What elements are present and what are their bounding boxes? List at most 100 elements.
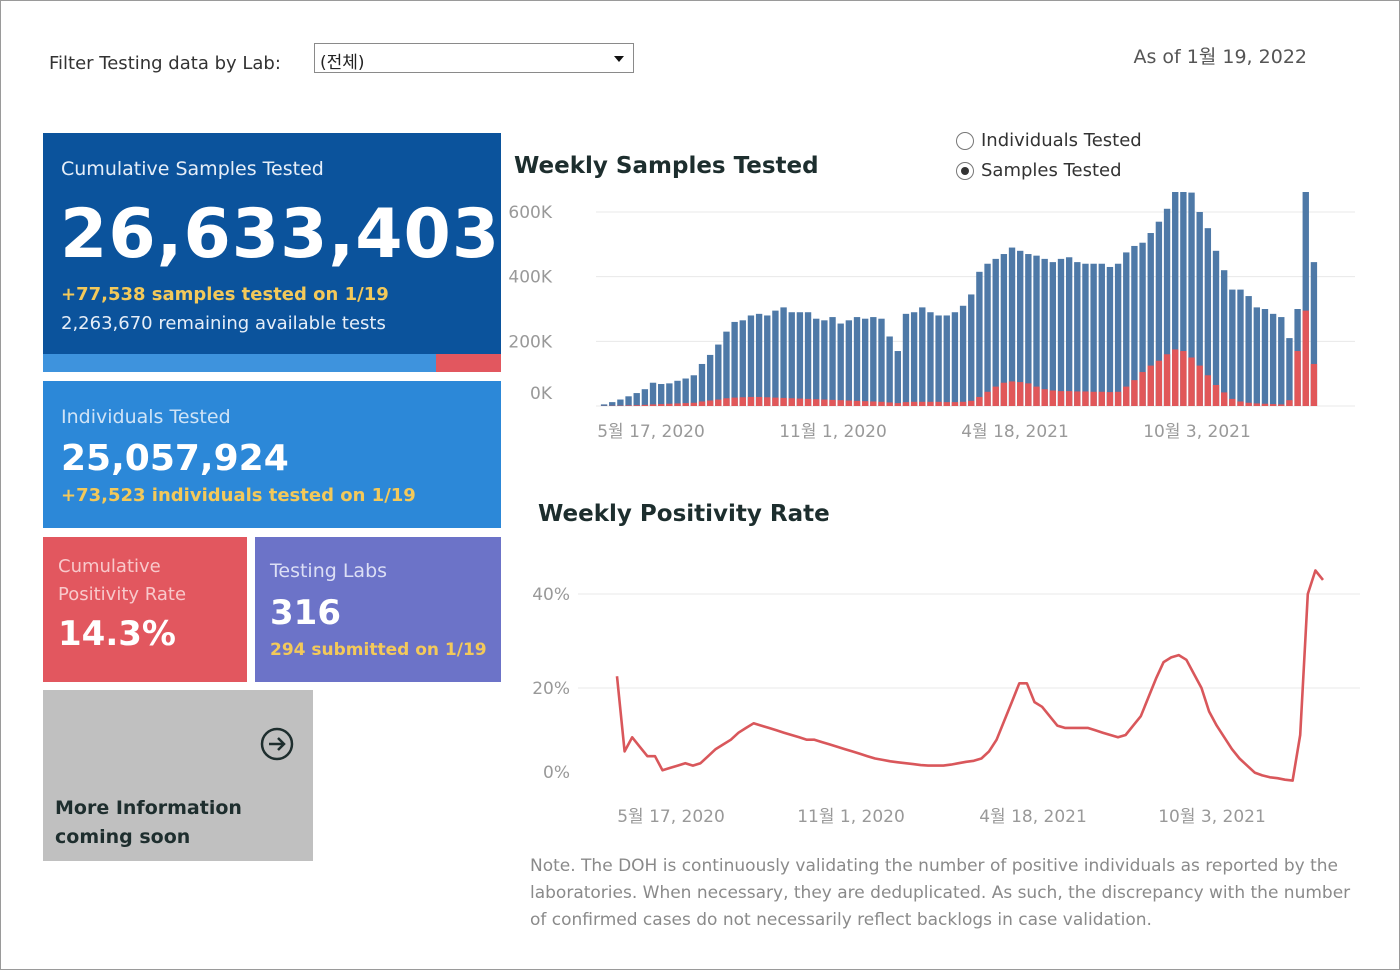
bar-positive [878,401,885,406]
bar-positive [1041,389,1048,406]
bar-samples [1245,296,1252,406]
bar-samples [600,404,608,406]
bar-positive [1261,403,1269,406]
bar-samples [829,317,836,406]
bar-samples [1074,262,1081,406]
bar-samples [641,389,649,406]
bar-positive [1269,404,1277,406]
bar-positive [1220,392,1228,406]
bar-samples [1261,309,1269,406]
bar-positive [1017,382,1024,406]
bar-samples [804,312,812,406]
bar-positive [829,399,836,406]
bar-samples [984,263,991,406]
bar-positive [821,399,828,406]
bar-samples [1237,289,1244,406]
bar-samples [1253,307,1260,406]
bar-positive [1196,365,1203,406]
bar-positive [927,401,934,406]
bar-positive [1172,349,1179,406]
more-information-label: More Information coming soon [55,797,242,848]
bar-samples [788,312,795,406]
bar-positive [1114,391,1122,406]
bar-samples [1025,254,1032,406]
as-of-date: As of 1월 19, 2022 [1133,46,1307,68]
bar-samples [698,363,706,406]
bar-samples [927,312,934,406]
bar-samples [633,393,640,406]
bar-samples [968,294,975,406]
lab-filter-select[interactable]: (전체) [314,43,634,73]
positivity-rate-value: 14.3% [58,614,176,654]
bar-positive [1033,386,1040,406]
bar-samples [1123,252,1130,406]
bar-positive [837,400,844,406]
bar-samples [1098,263,1105,406]
line-y-tick-label: 0% [543,763,570,783]
radio-circle-selected-icon[interactable] [956,162,974,180]
bar-samples [861,318,869,406]
radio-circle-icon[interactable] [956,132,974,150]
weekly-samples-title: Weekly Samples Tested [514,153,819,179]
remaining-tests: 2,263,670 remaining available tests [61,313,386,334]
bar-samples [1114,263,1122,406]
bar-positive [968,400,975,406]
bar-samples [894,351,901,406]
bar-positive [706,400,714,406]
individuals-increment: +73,523 individuals tested on 1/19 [61,485,416,506]
bar-positive [1155,360,1163,406]
bar-positive [666,403,673,406]
bar-samples [658,384,665,406]
positivity-rate-title: Cumulative Positivity Rate [58,556,187,605]
bar-positive [853,400,861,406]
bar-positive [755,396,763,406]
more-information-card[interactable]: More Information coming soon [43,690,313,861]
bar-positive [984,391,991,406]
bar-samples [1163,208,1171,406]
bar-samples [747,315,755,406]
bar-positive [674,403,681,406]
bar-positive [1025,383,1032,406]
line-y-tick-label: 20% [532,679,570,699]
testing-labs-value: 316 [270,593,341,633]
bar-positive [943,402,950,406]
line-x-tick-label: 5월 17, 2020 [617,807,725,827]
bar-positive [658,404,665,406]
bar-samples [617,399,624,406]
bar-samples [1147,233,1154,406]
bar-samples [821,320,828,406]
bar-positive [1294,351,1301,406]
bar-positive [886,402,893,406]
bar-positive [747,396,755,406]
bar-positive [1302,310,1309,406]
bar-positive [772,397,779,406]
arrow-right-circle-icon[interactable] [260,727,294,761]
bar-samples [976,271,983,406]
bar-positive [992,386,999,406]
bar-samples [935,315,942,406]
chevron-down-icon[interactable] [614,56,624,62]
bar-positive [731,397,738,406]
bar-samples [1041,258,1048,406]
bar-positive [976,396,983,406]
individuals-tested-value: 25,057,924 [61,438,289,479]
bar-positive [1074,391,1081,406]
bar-samples [1033,255,1040,406]
testing-labs-card: Testing Labs 316 294 submitted on 1/19 [255,537,501,682]
bar-samples [1131,245,1138,406]
validation-note: Note. The DOH is continuously validating… [530,856,1351,930]
bar-positive [951,402,959,406]
bar-positive [1082,391,1089,406]
bar-positive [649,404,657,406]
bar-positive [723,398,730,406]
cumulative-samples-title: Cumulative Samples Tested [61,158,324,180]
lab-filter-value: (전체) [320,53,365,73]
bar-positive [1188,357,1195,406]
bar-samples [772,310,779,406]
line-x-tick-label: 11월 1, 2020 [797,807,905,827]
bar-samples [1082,263,1089,406]
line-x-tick-label: 4월 18, 2021 [979,807,1087,827]
weekly-samples-chart: 0K 200K 400K 600K 5월 17, 2020 11월 1, 2020 4월 1… [508,192,1355,442]
bar-samples [870,317,877,406]
positivity-rate-card: Cumulative Positivity Rate 14.3% [43,537,247,682]
